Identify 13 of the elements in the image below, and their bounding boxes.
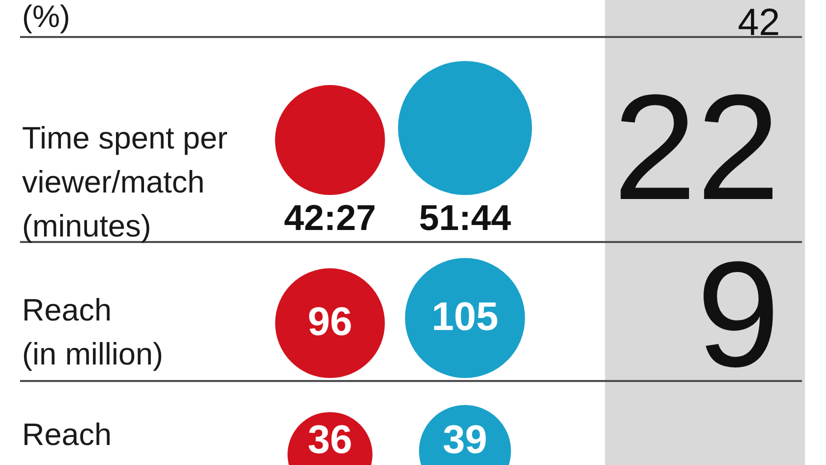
- category-label: (%): [22, 0, 70, 34]
- category-label: Reach (in million): [22, 292, 164, 372]
- data-label: 22: [613, 63, 780, 231]
- data-label: 42:27: [284, 197, 376, 238]
- data-label: 42: [738, 2, 780, 44]
- data-label: 36: [308, 418, 352, 462]
- data-label: 39: [442, 418, 488, 462]
- data-label: 105: [432, 295, 498, 339]
- category-label: Reach: [22, 417, 112, 452]
- category-label: Time spent per viewer/match (minutes): [22, 120, 228, 244]
- data-label: 96: [308, 300, 352, 344]
- data-label: 51:44: [418, 197, 512, 238]
- data-label: 9: [696, 230, 780, 398]
